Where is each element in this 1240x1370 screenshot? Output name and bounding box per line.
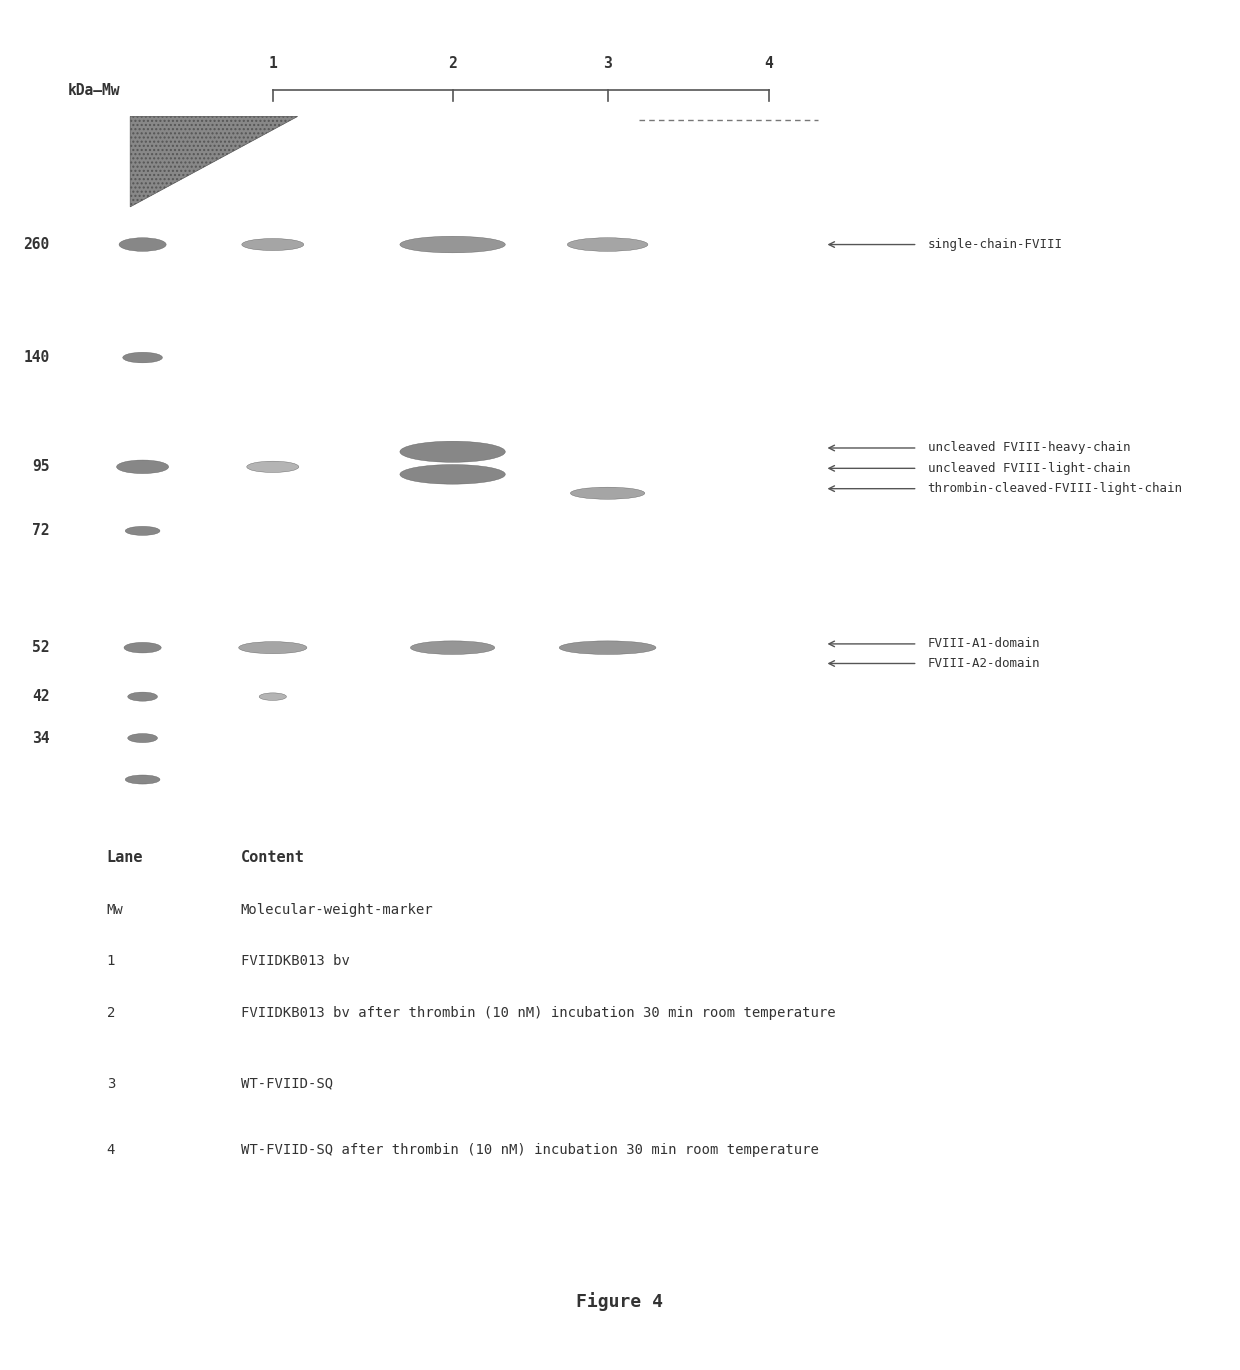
Text: 2: 2 [448, 56, 458, 71]
Ellipse shape [242, 238, 304, 251]
Ellipse shape [559, 641, 656, 655]
Ellipse shape [119, 238, 166, 251]
Text: 1: 1 [268, 56, 278, 71]
Text: 52: 52 [32, 640, 50, 655]
Text: FVIIDKB013 bv: FVIIDKB013 bv [241, 955, 350, 969]
Text: 34: 34 [32, 730, 50, 745]
Text: thrombin-cleaved-FVIII-light-chain: thrombin-cleaved-FVIII-light-chain [928, 482, 1183, 495]
Polygon shape [130, 116, 298, 207]
Ellipse shape [568, 238, 647, 251]
Ellipse shape [399, 441, 506, 462]
Text: uncleaved FVIII-heavy-chain: uncleaved FVIII-heavy-chain [928, 441, 1130, 455]
Ellipse shape [570, 488, 645, 499]
Ellipse shape [238, 641, 308, 653]
Text: uncleaved FVIII-light-chain: uncleaved FVIII-light-chain [928, 462, 1130, 475]
Text: 3: 3 [603, 56, 613, 71]
Ellipse shape [399, 236, 506, 253]
Ellipse shape [399, 464, 506, 484]
Text: WT-FVIID-SQ after thrombin (10 nM) incubation 30 min room temperature: WT-FVIID-SQ after thrombin (10 nM) incub… [241, 1143, 818, 1158]
Text: 3: 3 [107, 1077, 115, 1091]
Text: WT-FVIID-SQ: WT-FVIID-SQ [241, 1077, 332, 1091]
Ellipse shape [123, 352, 162, 363]
Text: 42: 42 [32, 689, 50, 704]
Text: 260: 260 [24, 237, 50, 252]
Text: 72: 72 [32, 523, 50, 538]
Ellipse shape [128, 733, 157, 743]
Text: 140: 140 [24, 351, 50, 364]
Text: FVIII-A1-domain: FVIII-A1-domain [928, 637, 1040, 651]
Text: 95: 95 [32, 459, 50, 474]
Text: Mw: Mw [107, 903, 124, 917]
Ellipse shape [259, 693, 286, 700]
Ellipse shape [125, 526, 160, 536]
Ellipse shape [125, 775, 160, 784]
Text: 4: 4 [107, 1143, 115, 1158]
Text: FVIII-A2-domain: FVIII-A2-domain [928, 658, 1040, 670]
Text: 4: 4 [764, 56, 774, 71]
Text: 2: 2 [107, 1006, 115, 1021]
Text: Molecular-weight-marker: Molecular-weight-marker [241, 903, 433, 917]
Text: Content: Content [241, 851, 305, 866]
Text: Figure 4: Figure 4 [577, 1292, 663, 1311]
Text: 1: 1 [107, 955, 115, 969]
Text: single-chain-FVIII: single-chain-FVIII [928, 238, 1063, 251]
Ellipse shape [124, 643, 161, 653]
Text: Lane: Lane [107, 851, 143, 866]
Ellipse shape [410, 641, 495, 655]
Text: FVIIDKB013 bv after thrombin (10 nM) incubation 30 min room temperature: FVIIDKB013 bv after thrombin (10 nM) inc… [241, 1006, 836, 1021]
Ellipse shape [117, 460, 169, 474]
Ellipse shape [247, 462, 299, 473]
Text: kDa—Mw: kDa—Mw [68, 82, 120, 97]
Ellipse shape [128, 692, 157, 701]
